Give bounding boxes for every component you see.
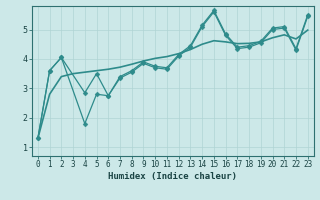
X-axis label: Humidex (Indice chaleur): Humidex (Indice chaleur) [108, 172, 237, 181]
